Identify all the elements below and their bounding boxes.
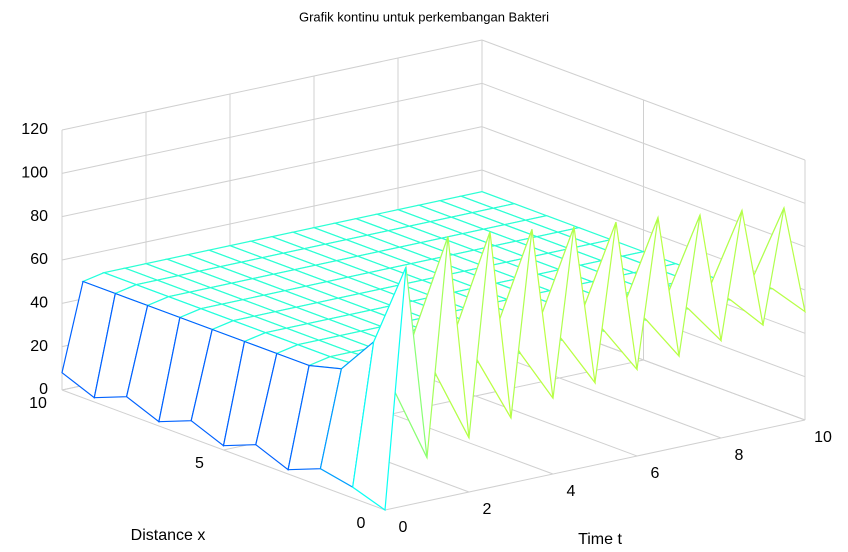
x-tick-label: 2 — [483, 501, 492, 518]
z-tick-label: 80 — [30, 208, 48, 225]
y-tick-label: 5 — [195, 455, 204, 472]
chart-title: Grafik kontinu untuk perkembangan Bakter… — [299, 9, 549, 24]
z-tick-label: 0 — [39, 381, 48, 398]
z-tick-label: 60 — [30, 251, 48, 268]
grid-line — [385, 420, 805, 510]
chart: Grafik kontinu untuk perkembangan Bakter… — [0, 0, 848, 552]
grid-line — [62, 83, 482, 173]
z-tick-label: 120 — [21, 121, 48, 138]
x-axis-title: Time t — [578, 531, 622, 548]
z-tick-label: 20 — [30, 338, 48, 355]
x-tick-label: 6 — [651, 465, 660, 482]
z-tick-label: 40 — [30, 295, 48, 312]
grid-line — [62, 40, 482, 130]
y-axis-title: Distance x — [131, 527, 206, 544]
grid-line — [62, 127, 482, 217]
x-tick-label: 10 — [814, 429, 832, 446]
x-tick-label: 0 — [399, 519, 408, 536]
x-tick-label: 4 — [567, 483, 576, 500]
y-tick-label: 0 — [357, 515, 366, 532]
x-tick-label: 8 — [735, 447, 744, 464]
z-tick-label: 100 — [21, 165, 48, 182]
